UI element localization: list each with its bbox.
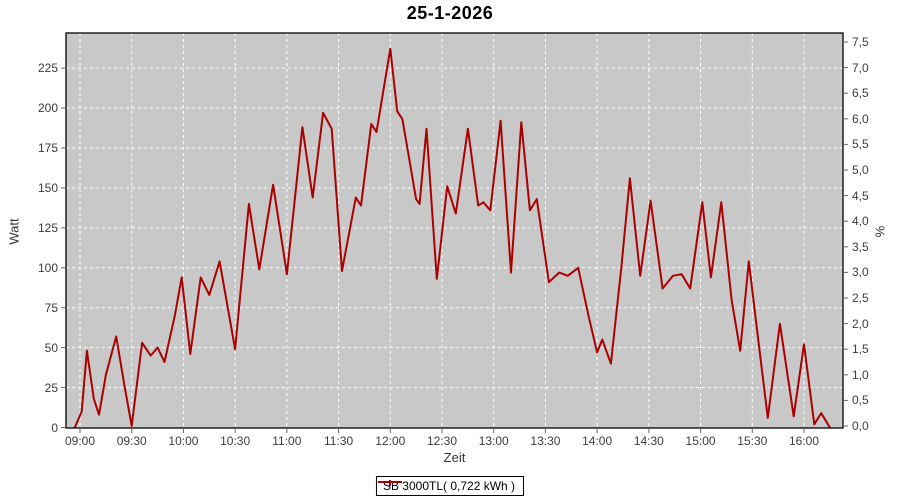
legend-box: SB 3000TL( 0,722 kWh ) bbox=[375, 476, 525, 496]
right-axis-tick-label: 0,0 bbox=[852, 419, 869, 433]
left-axis-tick-label: 50 bbox=[44, 340, 58, 355]
x-axis-tick-label: 09:00 bbox=[64, 434, 96, 448]
right-axis-tick-label: 6,0 bbox=[852, 111, 869, 126]
plot-area bbox=[66, 33, 843, 428]
x-axis-tick-label: 16:00 bbox=[788, 434, 820, 448]
left-axis-tick-label: 150 bbox=[37, 180, 58, 195]
x-axis-tick-label: 12:00 bbox=[375, 434, 406, 448]
right-axis-tick-label: 2,0 bbox=[852, 316, 869, 331]
right-axis-tick-label: 7,5 bbox=[852, 35, 869, 49]
left-axis-tick-label: 125 bbox=[37, 220, 58, 235]
x-axis-tick-label: 15:30 bbox=[737, 434, 768, 448]
right-axis-tick-label: 5,0 bbox=[852, 163, 869, 177]
right-axis-tick-label: 7,0 bbox=[852, 60, 869, 75]
x-axis-tick-label: 15:00 bbox=[685, 434, 716, 448]
x-axis-tick-label: 10:00 bbox=[168, 434, 199, 448]
x-axis-tick-label: 11:30 bbox=[323, 434, 354, 448]
right-axis-tick-label: 6,5 bbox=[852, 86, 869, 101]
plot-border bbox=[65, 32, 844, 429]
left-axis-tick-label: 75 bbox=[44, 300, 58, 315]
right-axis-tick-label: 4,5 bbox=[852, 188, 869, 203]
left-axis-tick-label: 225 bbox=[37, 61, 58, 76]
legend-label: SB 3000TL( 0,722 kWh ) bbox=[382, 479, 516, 493]
right-axis-tick-label: 4,0 bbox=[852, 214, 869, 229]
chart-title: 25-1-2026 bbox=[406, 3, 494, 23]
right-axis-tick-label: 3,5 bbox=[852, 239, 869, 254]
x-axis-tick-label: 14:30 bbox=[633, 434, 664, 448]
right-axis-tick-label: 5,5 bbox=[852, 137, 869, 152]
legend-line-icon bbox=[377, 480, 402, 486]
right-axis-tick-label: 0,5 bbox=[852, 393, 869, 408]
right-axis-tick-label: 1,5 bbox=[852, 342, 869, 357]
right-axis-tick-label: 3,0 bbox=[852, 265, 869, 280]
x-axis-tick-label: 13:30 bbox=[530, 434, 561, 448]
x-axis-tick-label: 10:30 bbox=[220, 434, 251, 448]
x-axis-tick-label: 14:00 bbox=[582, 434, 613, 448]
left-axis-tick-label: 0 bbox=[51, 420, 58, 435]
x-axis-tick-label: 12:30 bbox=[426, 434, 458, 448]
x-axis-tick-label: 11:00 bbox=[272, 434, 302, 448]
right-axis-tick-label: 2,5 bbox=[852, 291, 869, 305]
left-axis-tick-label: 200 bbox=[37, 101, 58, 116]
right-axis-tick-label: 1,0 bbox=[852, 367, 869, 382]
x-axis-title: Zeit bbox=[443, 450, 466, 465]
x-axis-tick-label: 09:30 bbox=[116, 434, 147, 448]
left-axis-tick-label: 100 bbox=[37, 260, 58, 275]
left-axis-tick-label: 25 bbox=[44, 380, 58, 395]
left-axis-tick-label: 175 bbox=[37, 140, 58, 155]
x-axis-tick-label: 13:00 bbox=[478, 434, 509, 448]
series-line bbox=[73, 47, 831, 428]
